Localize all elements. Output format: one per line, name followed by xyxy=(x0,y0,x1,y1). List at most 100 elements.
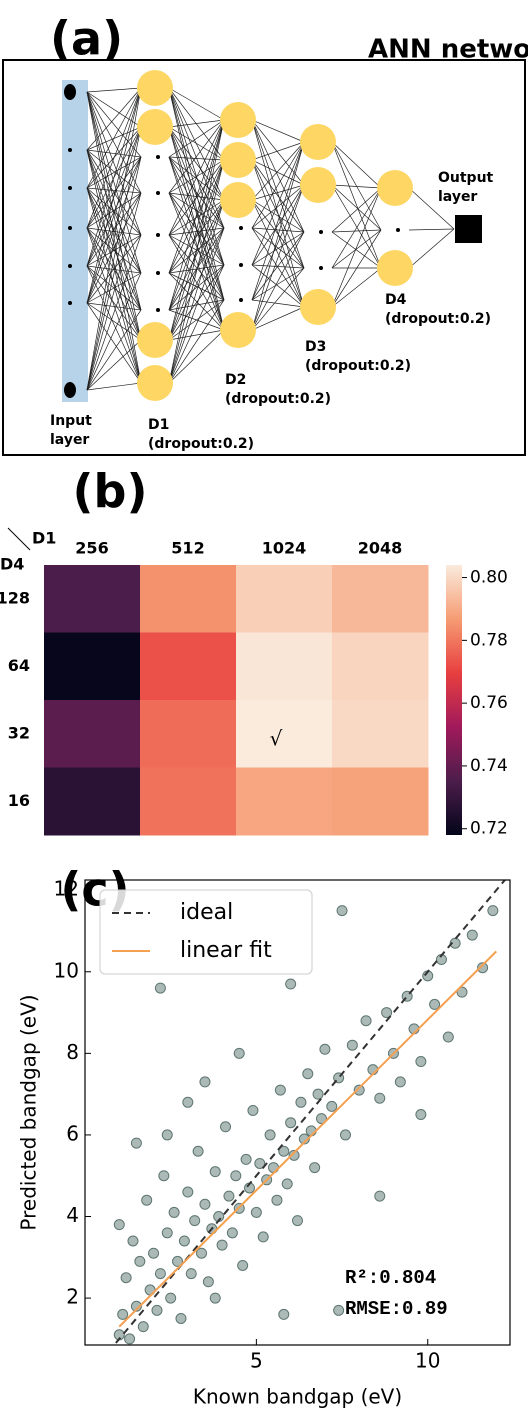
edge xyxy=(251,141,305,201)
neuron xyxy=(137,70,173,106)
colorbar-tick-label: 0.76 xyxy=(470,693,508,713)
edge xyxy=(331,267,382,308)
point xyxy=(257,1231,269,1243)
edge xyxy=(251,159,305,186)
point xyxy=(247,1104,259,1116)
neuron xyxy=(220,102,256,138)
colorbar xyxy=(446,565,462,835)
edge xyxy=(86,382,142,391)
edge xyxy=(251,227,305,233)
dot xyxy=(68,264,72,268)
layer-name: layer xyxy=(438,189,477,205)
edge xyxy=(86,309,142,391)
dot xyxy=(156,155,160,159)
point xyxy=(202,1276,214,1288)
edge xyxy=(86,156,142,391)
edge xyxy=(168,156,225,229)
point xyxy=(326,1100,338,1112)
edge xyxy=(86,91,142,128)
point xyxy=(158,1170,170,1182)
heat-cell xyxy=(44,767,141,836)
neuron xyxy=(220,182,256,218)
point xyxy=(172,1255,184,1267)
annotation: RMSE:0.89 xyxy=(345,1298,448,1320)
point xyxy=(487,905,499,917)
point xyxy=(442,1031,454,1043)
x-tick-label: 256 xyxy=(75,539,108,558)
point xyxy=(278,1308,290,1320)
edge xyxy=(168,199,225,311)
edge xyxy=(251,184,305,301)
y-axis-label: Predicted bandgap (eV) xyxy=(17,994,41,1230)
edge xyxy=(86,234,142,267)
edge xyxy=(86,187,142,384)
fit-line xyxy=(118,950,497,1328)
neuron xyxy=(137,322,173,358)
edge xyxy=(331,229,382,233)
y-tick-label: 32 xyxy=(8,723,30,742)
edge xyxy=(86,187,142,194)
edge xyxy=(168,159,225,311)
dot xyxy=(319,230,323,234)
edge xyxy=(168,126,225,301)
layer-name: Input xyxy=(50,413,92,429)
heat-cell xyxy=(140,565,237,633)
x-tick-label: 1024 xyxy=(262,539,307,558)
point xyxy=(254,1157,266,1169)
point xyxy=(315,1113,327,1125)
edge xyxy=(86,126,142,304)
edge xyxy=(408,228,455,269)
point xyxy=(168,1206,180,1218)
point xyxy=(271,1194,283,1206)
point xyxy=(336,905,348,917)
neuron xyxy=(220,312,256,348)
dot xyxy=(68,226,72,230)
edge xyxy=(331,141,382,269)
input-node xyxy=(64,382,76,398)
point xyxy=(185,1268,197,1280)
point xyxy=(130,1300,142,1312)
legend-box xyxy=(99,889,313,975)
dot xyxy=(239,263,243,267)
neuron xyxy=(137,109,173,145)
point xyxy=(182,1186,194,1198)
y-tick-label: 8 xyxy=(66,1040,79,1064)
edge xyxy=(408,187,455,230)
edge xyxy=(168,199,225,341)
y-tick-label: 4 xyxy=(66,1203,79,1227)
edge xyxy=(331,229,382,308)
edge xyxy=(251,231,305,331)
edge xyxy=(168,87,225,161)
edge xyxy=(168,119,225,158)
edge xyxy=(168,119,225,236)
point xyxy=(429,998,441,1010)
edge xyxy=(331,141,382,189)
point xyxy=(120,1272,132,1284)
point xyxy=(113,1219,125,1231)
network xyxy=(64,70,482,401)
edge xyxy=(86,91,142,274)
dot xyxy=(68,301,72,305)
dot xyxy=(68,148,72,152)
edge xyxy=(251,199,305,233)
edge xyxy=(86,126,142,391)
y-tick-label: 64 xyxy=(8,656,30,675)
point xyxy=(394,1076,406,1088)
heat-cell xyxy=(332,700,429,768)
edge xyxy=(86,302,142,384)
heat-cell xyxy=(236,565,333,633)
point xyxy=(137,1321,149,1333)
panel-label: (a) xyxy=(50,12,123,66)
layer-note: (dropout:0.2) xyxy=(305,358,411,374)
neuron xyxy=(300,124,336,160)
layer-name: D2 xyxy=(225,372,246,388)
diagram-title: ANN network xyxy=(368,35,528,65)
edge xyxy=(251,119,305,143)
edge xyxy=(168,156,225,201)
point xyxy=(302,1068,314,1080)
x-axis-label: D1 xyxy=(32,529,56,548)
heat-cell xyxy=(236,632,333,701)
layer-name: layer xyxy=(50,432,89,448)
edge xyxy=(168,309,225,331)
point xyxy=(312,1088,324,1100)
